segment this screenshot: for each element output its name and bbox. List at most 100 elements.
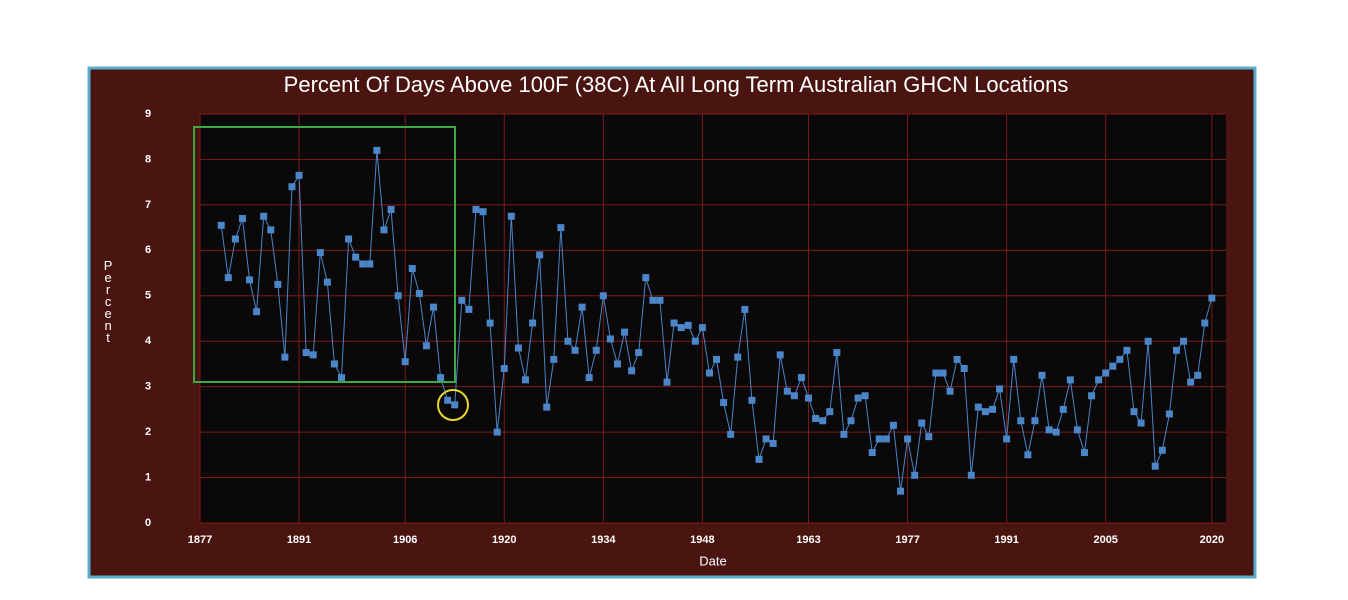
data-point — [897, 487, 905, 495]
y-axis-label: Percent — [101, 258, 116, 342]
data-point — [1052, 428, 1060, 436]
data-point — [521, 376, 529, 384]
data-point — [472, 205, 480, 213]
data-point — [826, 408, 834, 416]
data-point — [330, 360, 338, 368]
data-point — [1187, 378, 1195, 386]
data-point — [479, 208, 487, 216]
plot-background — [200, 114, 1226, 523]
data-point — [1144, 337, 1152, 345]
data-point — [1130, 408, 1138, 416]
data-point — [373, 146, 381, 154]
y-tick-label: 0 — [145, 517, 151, 529]
data-point — [338, 374, 346, 382]
data-point — [769, 439, 777, 447]
data-point — [705, 369, 713, 377]
data-point — [833, 349, 841, 357]
data-point — [635, 349, 643, 357]
data-point — [642, 274, 650, 282]
data-point — [281, 353, 289, 361]
data-point — [260, 212, 268, 220]
data-point — [1151, 462, 1159, 470]
data-point — [925, 433, 933, 441]
y-tick-label: 1 — [145, 471, 151, 483]
data-point — [238, 215, 246, 223]
data-point — [1116, 355, 1124, 363]
data-point — [323, 278, 331, 286]
data-point — [868, 449, 876, 457]
data-point — [352, 253, 360, 261]
data-point — [1059, 405, 1067, 413]
data-point — [734, 353, 742, 361]
x-tick-label: 1948 — [690, 534, 714, 546]
data-point — [889, 421, 897, 429]
data-point — [529, 319, 537, 327]
data-point — [946, 387, 954, 395]
data-point — [819, 417, 827, 425]
data-point — [606, 335, 614, 343]
data-point — [1109, 362, 1117, 370]
highlight-box — [193, 126, 456, 383]
data-point — [1017, 417, 1025, 425]
data-point — [514, 344, 522, 352]
data-point — [536, 251, 544, 259]
data-point — [295, 171, 303, 179]
data-point — [437, 374, 445, 382]
data-point — [1158, 446, 1166, 454]
data-point — [911, 471, 919, 479]
data-point — [790, 392, 798, 400]
data-point — [1038, 371, 1046, 379]
x-tick-label: 1977 — [895, 534, 919, 546]
y-tick-label: 5 — [145, 290, 151, 302]
data-point — [981, 408, 989, 416]
data-point — [628, 367, 636, 375]
data-point — [1080, 449, 1088, 457]
data-point — [507, 212, 515, 220]
data-point — [1031, 417, 1039, 425]
data-point — [578, 303, 586, 311]
data-point — [918, 419, 926, 427]
data-point — [720, 399, 728, 407]
data-point — [288, 183, 296, 191]
data-point — [1137, 419, 1145, 427]
x-tick-label: 1963 — [796, 534, 820, 546]
data-point — [1201, 319, 1209, 327]
data-point — [231, 235, 239, 243]
data-point — [267, 226, 275, 234]
data-point — [592, 346, 600, 354]
y-tick-label: 9 — [145, 108, 151, 120]
data-point — [904, 435, 912, 443]
data-point — [670, 319, 678, 327]
data-point — [953, 355, 961, 363]
data-point — [974, 403, 982, 411]
data-point — [599, 292, 607, 300]
data-point — [854, 394, 862, 402]
data-point — [465, 305, 473, 313]
data-point — [366, 260, 374, 268]
x-tick-label: 2020 — [1200, 534, 1224, 546]
data-point — [394, 292, 402, 300]
y-tick-label: 6 — [145, 244, 151, 256]
data-point — [776, 351, 784, 359]
data-point — [557, 224, 565, 232]
data-point — [345, 235, 353, 243]
data-point — [727, 430, 735, 438]
data-point — [550, 355, 558, 363]
data-point — [663, 378, 671, 386]
x-tick-label: 1891 — [287, 534, 311, 546]
data-point — [1088, 392, 1096, 400]
data-point — [571, 346, 579, 354]
data-point — [621, 328, 629, 336]
annotations — [193, 126, 469, 421]
data-point — [415, 290, 423, 298]
data-point — [797, 374, 805, 382]
data-point — [861, 392, 869, 400]
y-tick-label: 8 — [145, 153, 151, 165]
data-point — [1180, 337, 1188, 345]
data-point — [882, 435, 890, 443]
data-point — [677, 324, 685, 332]
x-tick-label: 1906 — [393, 534, 417, 546]
data-point — [1003, 435, 1011, 443]
y-tick-label: 4 — [145, 335, 152, 347]
data-point — [422, 342, 430, 350]
